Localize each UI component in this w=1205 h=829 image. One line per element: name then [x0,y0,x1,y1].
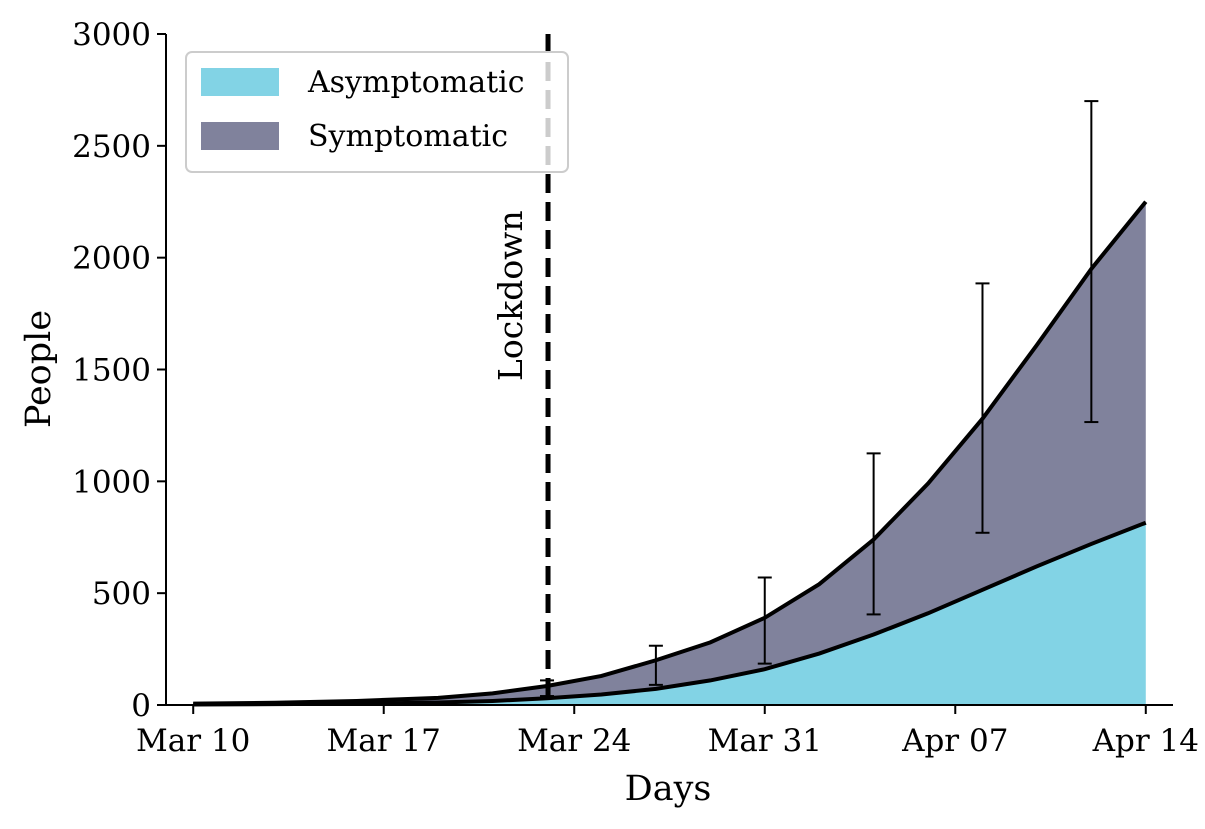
legend-entry: Asymptomatic [201,65,525,100]
x-tick-label: Mar 31 [708,723,822,759]
y-tick-label: 2000 [72,241,151,277]
x-tick-label: Mar 24 [517,723,631,759]
y-tick-label: 3000 [72,17,151,53]
y-tick-label: 500 [92,576,151,612]
legend-swatch [201,68,279,96]
y-axis-label: People [19,310,59,428]
lockdown-label: Lockdown [491,210,530,381]
x-tick-label: Mar 17 [327,723,441,759]
error-bar [1084,100,1099,424]
legend-box [185,51,569,173]
error-bar [648,644,663,686]
error-bar [757,576,772,665]
x-axis-label: Days [625,769,712,809]
legend-label: Asymptomatic [307,65,525,100]
stacked-areas [193,201,1146,705]
error-bar [866,452,881,616]
area-symptomatic [193,201,1146,705]
error-bar [975,282,990,534]
lockdown-annotation: Lockdown [491,34,551,705]
x-tick-label: Apr 14 [1092,723,1199,759]
axes: 0 500 1000 1500 2000 2500 3000 Mar 10 Mar 17 Mar … [72,17,1199,759]
y-tick-label: 1500 [72,353,151,389]
line-asymptomatic [193,520,1147,707]
legend-swatch [201,122,279,150]
y-tick-label: 0 [131,688,151,724]
legend: Asymptomatic Symptomatic [185,51,569,173]
y-tick-label: 1000 [72,464,151,500]
series-lines [193,200,1148,707]
area-asymptomatic [193,522,1146,705]
x-tick-label: Apr 07 [901,723,1008,759]
legend-label: Symptomatic [308,119,508,154]
y-tick-label: 2500 [72,129,151,165]
line-symptomatic [193,200,1148,706]
x-tick-label: Mar 10 [136,723,250,759]
legend-entry: Symptomatic [201,119,508,154]
